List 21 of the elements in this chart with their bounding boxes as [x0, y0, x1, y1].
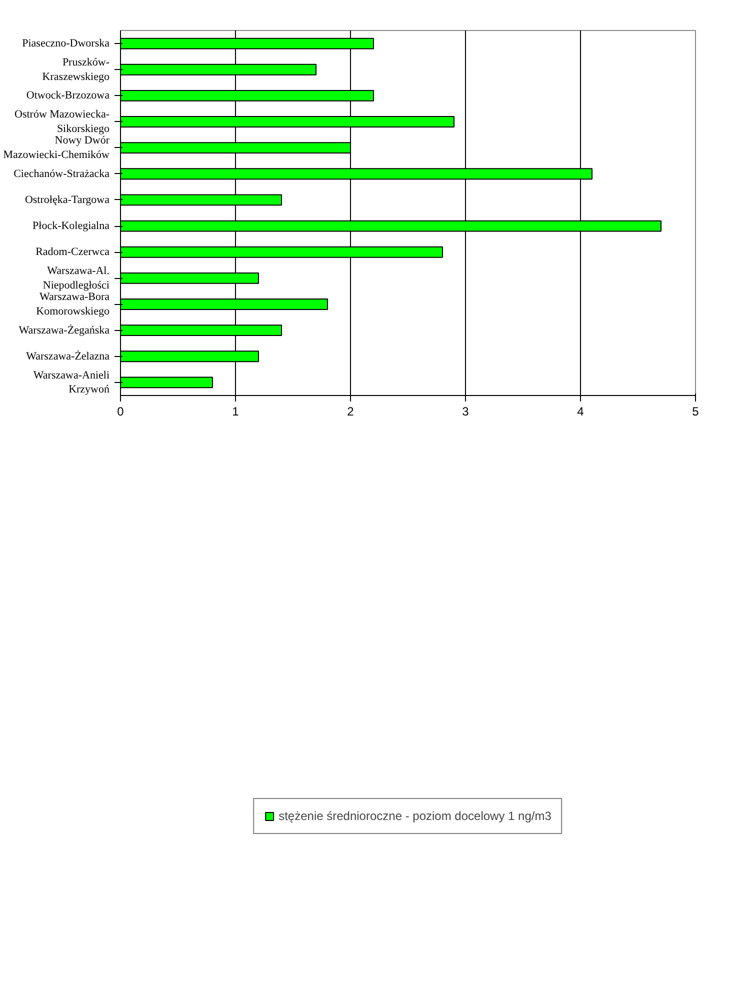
y-tick-label: Ciechanów-Strażacka: [14, 168, 110, 180]
y-tick-label: Warszawa-Anieli Krzywoń: [33, 369, 110, 396]
y-tick-label: Radom-Czerwca: [36, 246, 110, 258]
x-tick-label: 0: [117, 404, 124, 418]
y-tick-label: Pruszków- Kraszewskiego: [42, 56, 110, 83]
y-tick-label: Otwock-Brzozowa: [26, 90, 110, 102]
y-tick-label: Płock-Kolegialna: [32, 220, 110, 232]
legend-label: stężenie średnioroczne - poziom docelowy 1 ng/m3: [278, 808, 552, 822]
x-tick-label: 2: [347, 404, 354, 418]
y-tick-label: Nowy Dwór Mazowiecki-Chemików: [3, 134, 110, 162]
x-tick-label: 5: [692, 404, 700, 418]
y-tick-label: Ostrów Mazowiecka- Sikorskiego: [14, 108, 110, 135]
y-tick-label: Warszawa-Żelazna: [26, 349, 110, 362]
y-tick-label: Warszawa-Żegańska: [18, 323, 110, 336]
y-tick-label: Piaseczno-Dworska: [22, 38, 110, 50]
y-tick-label: Ostrołęka-Targowa: [24, 194, 110, 206]
x-tick-label: 1: [232, 404, 240, 418]
x-tick-label: 4: [577, 404, 584, 418]
y-tick-label: Warszawa-Al. Niepodległości: [42, 264, 110, 292]
y-tick-label: Warszawa-Bora Komorowskiego: [36, 291, 110, 318]
x-tick-label: 3: [462, 404, 470, 418]
